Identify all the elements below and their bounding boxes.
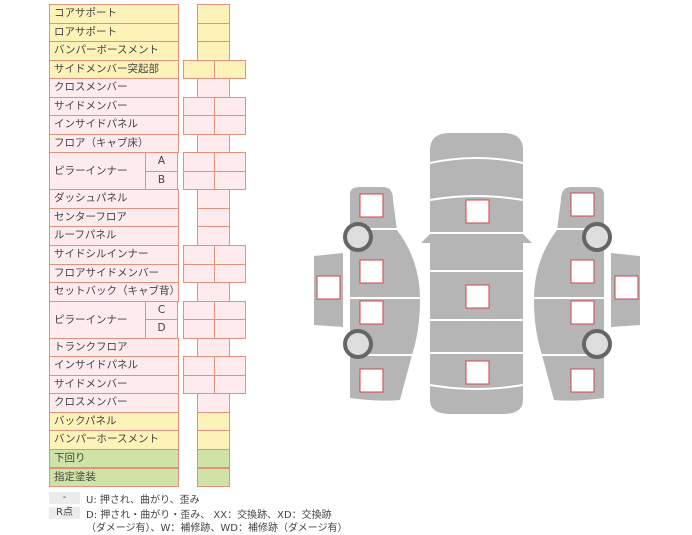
- check-cell-right[interactable]: [214, 170, 246, 191]
- check-cell-right[interactable]: [214, 59, 246, 80]
- wheel-icon: [343, 222, 373, 252]
- damage-marker[interactable]: [359, 300, 384, 325]
- row-label: センターフロア: [49, 207, 179, 228]
- row-label: サイドシルインナー: [49, 245, 179, 265]
- wheel-icon: [582, 222, 612, 252]
- check-cell-right[interactable]: [214, 115, 246, 135]
- legend-key-dash: -: [49, 492, 80, 504]
- damage-marker[interactable]: [316, 275, 341, 300]
- row-label: フロアサイドメンバー: [49, 263, 179, 284]
- legend-text-d-cont: （ダメージ有）、W：補修跡、WD：補修跡（ダメージ有）: [86, 523, 348, 534]
- damage-marker[interactable]: [570, 192, 595, 217]
- damage-marker[interactable]: [570, 300, 595, 325]
- damage-marker[interactable]: [359, 368, 384, 393]
- row-label: 指定塗装: [49, 467, 179, 488]
- check-cell-right[interactable]: [214, 263, 246, 284]
- legend-key-r: R点: [49, 507, 80, 519]
- row-label: バックパネル: [49, 411, 179, 432]
- row-label: バンパーホースメント: [49, 430, 179, 450]
- damage-marker[interactable]: [465, 360, 490, 385]
- row-label: インサイドパネル: [49, 115, 179, 135]
- damage-marker[interactable]: [359, 259, 384, 284]
- row-label: バンパーボースメント: [49, 41, 179, 61]
- row-label: サイドメンバー: [49, 96, 179, 117]
- center-body: [430, 133, 523, 414]
- damage-marker[interactable]: [465, 199, 490, 224]
- damage-marker[interactable]: [359, 193, 384, 218]
- row-label: クロスメンバー: [49, 78, 179, 98]
- row-label: サイドメンバー突起部: [49, 59, 179, 80]
- row-label: クロスメンバー: [49, 393, 179, 413]
- row-label: フロア（キャブ床）: [49, 133, 179, 154]
- wheels: [343, 222, 612, 359]
- legend-text-u: U: 押され、曲がり、歪み: [86, 495, 200, 506]
- row-sublabel: C: [145, 300, 178, 321]
- wheel-icon: [582, 329, 612, 359]
- check-cell-right[interactable]: [214, 374, 246, 395]
- check-cell[interactable]: [197, 467, 230, 488]
- check-cell-right[interactable]: [214, 319, 246, 339]
- damage-marker[interactable]: [614, 275, 639, 300]
- panel-seams: [344, 157, 610, 390]
- damage-marker[interactable]: [465, 284, 490, 309]
- damage-marker[interactable]: [570, 259, 595, 284]
- row-label: ピラーインナー: [49, 152, 146, 191]
- damage-marker[interactable]: [570, 368, 595, 393]
- legend-text-d: D: 押され・曲がり・歪み、 XX：交換跡、XD：交換跡: [86, 510, 332, 521]
- row-sublabel: A: [145, 152, 178, 172]
- wheel-icon: [343, 329, 373, 359]
- row-label: ピラーインナー: [49, 300, 146, 339]
